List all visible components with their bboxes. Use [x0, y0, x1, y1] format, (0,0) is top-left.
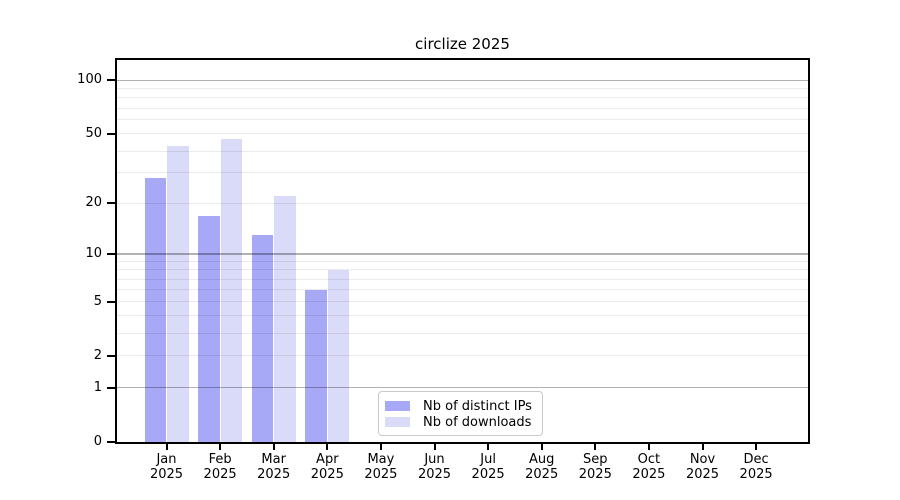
gridline-minor — [117, 107, 808, 109]
x-tick-label: Jan 2025 — [149, 452, 184, 482]
y-tick-label: 20 — [85, 195, 102, 211]
x-tick-label: Jun 2025 — [417, 452, 452, 482]
plot-area: Nb of distinct IPs Nb of downloads — [115, 58, 810, 444]
gridline-minor — [117, 332, 808, 334]
gridline-minor — [117, 150, 808, 152]
y-axis-tick — [107, 441, 115, 443]
legend-label-distinct-ips: Nb of distinct IPs — [423, 398, 532, 414]
legend-item-distinct-ips: Nb of distinct IPs — [385, 398, 534, 414]
gridline-major — [117, 386, 808, 389]
gridline-minor — [117, 301, 808, 303]
y-tick-label: 100 — [77, 72, 102, 88]
y-tick-label: 10 — [85, 246, 102, 262]
x-axis-tick — [379, 444, 382, 450]
gridline-minor — [117, 269, 808, 271]
bar-distinct-ips — [251, 235, 274, 442]
y-tick-label: 5 — [93, 293, 102, 309]
x-axis-tick — [647, 444, 650, 450]
x-axis-tick — [433, 444, 436, 450]
x-axis-tick — [165, 444, 168, 450]
y-axis-tick — [107, 79, 115, 82]
gridline-major — [117, 253, 808, 255]
gridline-minor — [117, 289, 808, 290]
bar-downloads — [274, 196, 296, 442]
gridline-minor — [117, 315, 808, 317]
legend-item-downloads: Nb of downloads — [385, 414, 534, 430]
legend: Nb of distinct IPs Nb of downloads — [378, 391, 543, 436]
x-axis-tick — [701, 444, 704, 450]
x-axis-tick — [594, 444, 597, 450]
y-tick-label: 50 — [85, 125, 102, 141]
y-axis-tick — [107, 132, 115, 135]
x-axis-tick — [326, 444, 329, 450]
x-tick-label: Feb 2025 — [203, 452, 237, 482]
bar-downloads — [327, 269, 350, 442]
gridline-minor — [117, 88, 808, 89]
x-tick-label: Apr 2025 — [310, 452, 344, 482]
gridline-minor — [117, 133, 808, 135]
legend-label-downloads: Nb of downloads — [423, 414, 532, 430]
x-tick-label: Aug 2025 — [525, 452, 559, 482]
gridline-minor — [117, 97, 808, 99]
x-axis-tick — [272, 444, 275, 450]
y-tick-label: 0 — [93, 434, 102, 449]
x-axis-tick — [540, 444, 543, 450]
y-axis-tick — [107, 202, 115, 205]
plot-canvas: Nb of distinct IPs Nb of downloads — [117, 60, 808, 442]
gridline-minor — [117, 119, 808, 121]
y-axis-tick — [107, 386, 115, 389]
gridline-major — [117, 79, 808, 81]
bar-distinct-ips — [144, 178, 166, 442]
x-tick-label: Dec 2025 — [739, 452, 773, 482]
x-tick-label: Oct 2025 — [632, 452, 666, 482]
gridline-minor — [117, 278, 808, 280]
gridline-minor — [117, 172, 808, 174]
bar-distinct-ips — [198, 215, 220, 442]
x-tick-label: Nov 2025 — [685, 452, 720, 482]
legend-swatch-distinct-ips — [385, 401, 410, 411]
x-tick-label: Sep 2025 — [578, 452, 612, 482]
gridline-minor — [117, 261, 808, 263]
y-axis-tick — [107, 300, 115, 303]
bar-downloads — [167, 145, 189, 442]
x-axis-tick — [487, 444, 490, 450]
x-tick-label: Mar 2025 — [257, 452, 291, 482]
y-axis-tick — [107, 253, 115, 256]
x-axis-tick — [219, 444, 222, 450]
gridline-minor — [117, 355, 808, 357]
bar-downloads — [220, 138, 243, 442]
x-tick-label: May 2025 — [364, 452, 398, 482]
legend-swatch-downloads — [385, 417, 410, 427]
y-tick-label: 1 — [93, 379, 102, 395]
y-tick-label: 2 — [93, 347, 102, 363]
gridline-minor — [117, 202, 808, 204]
y-axis-tick — [107, 354, 115, 357]
bar-distinct-ips — [305, 289, 327, 442]
x-axis-tick — [755, 444, 758, 450]
x-tick-label: Jul 2025 — [471, 452, 505, 482]
chart-title: circlize 2025 — [415, 35, 510, 53]
